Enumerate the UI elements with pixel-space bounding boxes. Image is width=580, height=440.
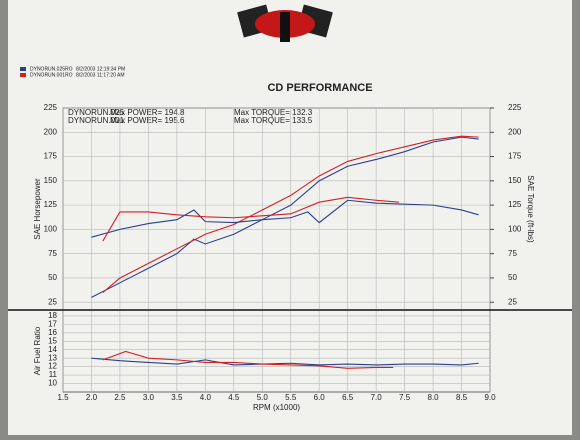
- y-tick-label: 100: [44, 225, 58, 234]
- max-power: Max POWER= 194.8: [110, 108, 185, 117]
- y2-tick-label: 150: [508, 176, 522, 185]
- y-tick-label: 25: [48, 297, 57, 306]
- x-tick-label: 5.0: [257, 393, 269, 402]
- x-tick-label: 1.5: [57, 393, 69, 402]
- max-torque: Max TORQUE= 132.3: [234, 108, 313, 117]
- y2-tick-label: 200: [508, 127, 522, 136]
- y-tick-label: 225: [44, 103, 58, 112]
- x-tick-label: 3.5: [171, 393, 183, 402]
- y-tick-label: 200: [44, 127, 58, 136]
- chart-title: CD PERFORMANCE: [267, 82, 372, 94]
- data-line: [102, 196, 399, 242]
- x-tick-label: 5.5: [285, 393, 297, 402]
- legend-stamp: 8/2/2003 12:19:34 PM: [76, 66, 125, 72]
- legend-label: DYNORUN.025RO: [30, 66, 73, 72]
- x-tick-label: 4.0: [200, 393, 212, 402]
- max-power: Max POWER= 195.6: [110, 116, 185, 125]
- y-tick-label: 12: [48, 362, 57, 371]
- x-tick-label: 6.0: [314, 393, 326, 402]
- y-tick-label: 18: [48, 311, 57, 320]
- x-tick-label: 8.5: [456, 393, 468, 402]
- data-line: [102, 350, 394, 369]
- y-axis-label: SAE Horsepower: [33, 178, 42, 240]
- x-tick-label: 2.5: [114, 393, 126, 402]
- x-axis-label: RPM (x1000): [253, 403, 300, 412]
- y-tick-label: 14: [48, 345, 57, 354]
- y-axis-label: Air Fuel Ratio: [33, 326, 42, 375]
- y2-tick-label: 125: [508, 200, 522, 209]
- x-tick-label: 4.5: [228, 393, 240, 402]
- x-tick-label: 3.0: [143, 393, 155, 402]
- y2-tick-label: 50: [508, 273, 517, 282]
- y2-tick-label: 225: [508, 103, 522, 112]
- x-tick-label: 7.0: [371, 393, 383, 402]
- max-torque: Max TORQUE= 133.5: [234, 116, 313, 125]
- run-label: DYNORUN.025: [68, 108, 125, 117]
- legend-swatch: [20, 73, 26, 77]
- y2-tick-label: 75: [508, 249, 517, 258]
- data-line: [91, 199, 479, 238]
- y-tick-label: 17: [48, 319, 57, 328]
- legend-label: DYNORUN.001RO: [30, 72, 73, 78]
- logo: [237, 4, 333, 42]
- y-tick-label: 15: [48, 336, 57, 345]
- x-tick-label: 2.0: [86, 393, 98, 402]
- y2-tick-label: 25: [508, 297, 517, 306]
- y-tick-label: 11: [49, 370, 58, 379]
- y2-tick-label: 100: [508, 225, 522, 234]
- run-label: DYNORUN.001: [68, 116, 125, 125]
- x-tick-label: 7.5: [399, 393, 411, 402]
- y-tick-label: 150: [44, 176, 58, 185]
- data-line: [102, 135, 479, 293]
- x-tick-label: 9.0: [484, 393, 496, 402]
- y-tick-label: 125: [44, 200, 58, 209]
- data-line: [91, 136, 479, 298]
- x-tick-label: 8.0: [428, 393, 440, 402]
- y-tick-label: 175: [44, 152, 58, 161]
- y-tick-label: 50: [48, 273, 57, 282]
- y2-tick-label: 175: [508, 152, 522, 161]
- legend-stamp: 8/2/2003 11:17:20 AM: [76, 72, 125, 78]
- y-tick-label: 13: [48, 353, 57, 362]
- y2-axis-label: SAE Torque (ft-lbs): [526, 175, 535, 243]
- legend-swatch: [20, 67, 26, 71]
- y-tick-label: 75: [48, 249, 57, 258]
- y-tick-label: 10: [48, 379, 57, 388]
- x-tick-label: 6.5: [342, 393, 354, 402]
- data-line: [91, 357, 479, 366]
- y-tick-label: 16: [48, 328, 57, 337]
